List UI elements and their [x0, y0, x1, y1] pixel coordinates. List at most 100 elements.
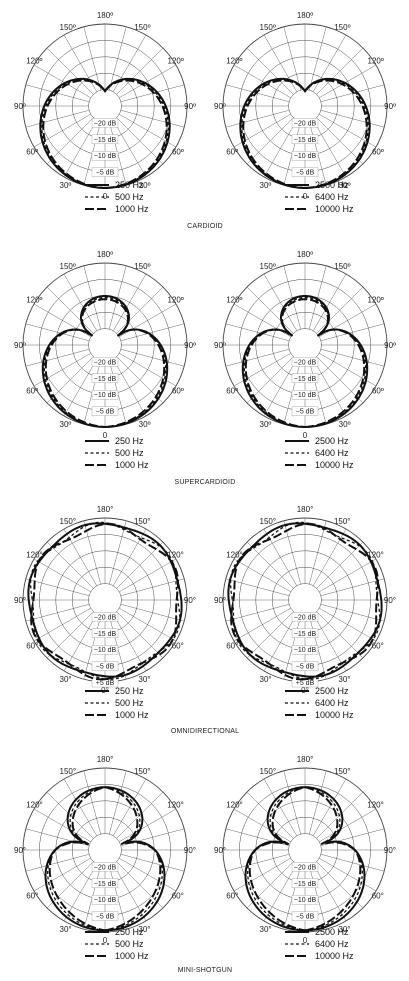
response-curve — [244, 298, 366, 429]
db-label-box — [91, 373, 119, 383]
angle-label: 90° — [14, 596, 26, 605]
grid-spoke — [46, 47, 94, 95]
db-label-box — [291, 661, 319, 671]
db-label-box — [91, 645, 119, 655]
grid-spoke — [246, 117, 294, 165]
angle-label: 180° — [297, 505, 314, 514]
db-label-box — [291, 134, 319, 145]
grid-spoke — [263, 614, 297, 672]
response-curve — [241, 295, 369, 429]
grid-spoke — [233, 558, 291, 592]
db-label-box — [91, 878, 119, 888]
angle-label: 120° — [226, 551, 243, 560]
db-label-box — [91, 911, 119, 921]
grid-spoke — [116, 356, 164, 404]
angle-label: 0 — [103, 192, 108, 201]
angle-label: 0 — [103, 431, 108, 440]
grid-spoke — [263, 359, 297, 417]
legend-label: 6400 Hz — [315, 192, 349, 202]
grid-spoke — [83, 26, 101, 91]
angle-label: 30° — [338, 925, 350, 934]
grid-spoke — [113, 359, 147, 417]
angle-label: 0 — [103, 936, 108, 945]
angle-label: 30° — [60, 675, 72, 684]
angle-label: 60º — [172, 148, 184, 157]
grid-spoke — [46, 541, 94, 589]
db-label: −10 dB — [294, 153, 317, 160]
legend-label: 500 Hz — [115, 448, 144, 458]
grid-spoke — [120, 854, 185, 872]
grid-spoke — [309, 26, 327, 91]
angle-label: 60º — [372, 148, 384, 157]
db-label-box — [91, 862, 119, 872]
legend: 2500 Hz 6400 Hz 10000 Hz — [285, 686, 354, 720]
db-label-box — [291, 373, 319, 383]
section-cardioid: 180º 150º 150º 120º 120º 90º 90º 60º 60º 30º 30º 0 −… — [14, 11, 396, 230]
angle-label: 120° — [167, 801, 184, 810]
db-label: −5 dB — [96, 409, 115, 416]
angle-label: 150° — [60, 767, 77, 776]
grid-spoke — [33, 608, 91, 642]
response-curve — [242, 79, 368, 190]
db-label: −15 dB — [294, 881, 317, 888]
grid-ring — [288, 89, 322, 123]
response-curve — [244, 786, 366, 932]
grid-spoke — [120, 84, 185, 102]
section-caption: OMNIDIRECTIONAL — [171, 728, 239, 735]
grid-spoke — [319, 114, 377, 148]
db-label-box — [291, 406, 319, 416]
angle-label: 0 — [303, 936, 308, 945]
grid-spoke — [316, 356, 364, 404]
grid-spoke — [63, 359, 97, 417]
grid-spoke — [63, 614, 97, 672]
legend-label: 250 Hz — [115, 927, 144, 937]
grid-spoke — [246, 541, 294, 589]
angle-label: 120º — [26, 57, 42, 66]
legend-label: 6400 Hz — [315, 448, 349, 458]
db-label: −10 dB — [294, 897, 317, 904]
angle-label: 120° — [167, 551, 184, 560]
angle-label: 60° — [172, 892, 184, 901]
db-label-box — [291, 895, 319, 905]
grid-spoke — [263, 778, 297, 836]
angle-label: 60° — [372, 892, 384, 901]
db-label-box — [91, 167, 119, 177]
grid-spoke — [309, 770, 327, 835]
grid-ring — [88, 328, 122, 362]
db-label-box — [291, 628, 319, 638]
angle-label: 150° — [260, 517, 277, 526]
db-label-box — [91, 390, 119, 400]
angle-label: 180º — [297, 11, 313, 20]
grid-spoke — [113, 614, 147, 672]
db-label: −20 dB — [94, 614, 117, 621]
angle-label: 120° — [226, 801, 243, 810]
grid-spoke — [113, 120, 147, 178]
db-label: −5 dB — [296, 664, 315, 671]
legend-label: 2500 Hz — [315, 436, 349, 446]
polar-plot: 180° 150° 150° 120° 120° 90° 90° 60° 60° 30° 30° 0 −… — [214, 755, 396, 961]
grid-ring — [88, 89, 122, 123]
grid-spoke — [233, 808, 291, 842]
grid-spoke — [320, 854, 385, 872]
angle-label: 30º — [260, 420, 272, 429]
db-label: −5 dB — [296, 170, 315, 177]
grid-spoke — [113, 528, 147, 586]
grid-spoke — [116, 286, 164, 334]
response-curve — [243, 296, 367, 428]
db-label: −15 dB — [94, 631, 117, 638]
angle-label: 180° — [97, 505, 114, 514]
grid-spoke — [113, 273, 147, 331]
db-label: −20 dB — [294, 864, 317, 871]
angle-label: 90º — [14, 102, 26, 111]
db-label-box — [291, 677, 319, 688]
db-label-box — [291, 862, 319, 872]
legend: 2500 Hz 6400 Hz 10000 Hz — [285, 927, 354, 961]
grid-spoke — [33, 858, 91, 892]
grid-spoke — [46, 286, 94, 334]
grid-spoke — [320, 578, 385, 596]
angle-label: 30º — [60, 181, 72, 190]
response-curve — [48, 786, 162, 932]
angle-label: 30° — [260, 675, 272, 684]
response-curve — [227, 522, 383, 678]
db-label-box — [91, 628, 119, 638]
